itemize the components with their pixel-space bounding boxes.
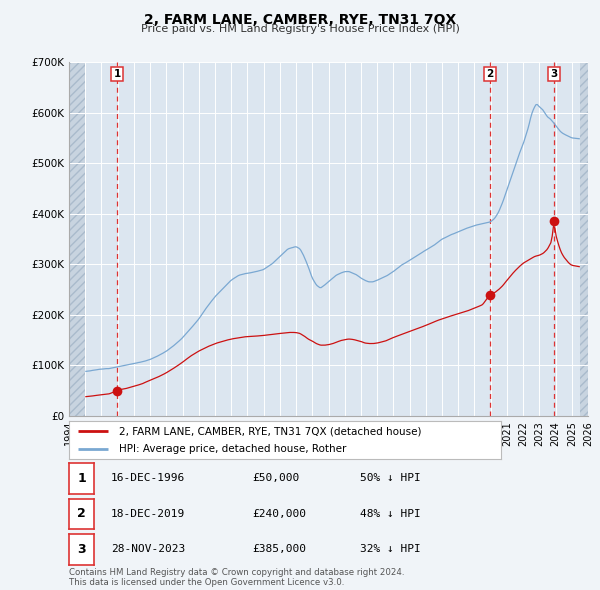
HPI: Average price, detached house, Rother: (2.02e+03, 6.16e+05): Average price, detached house, Rother: (… [534,101,541,108]
HPI: Average price, detached house, Rother: (2e+03, 1.65e+05): Average price, detached house, Rother: (… [184,329,191,336]
HPI: Average price, detached house, Rother: (2.03e+03, 5.48e+05): Average price, detached house, Rother: (… [575,135,583,142]
Text: This data is licensed under the Open Government Licence v3.0.: This data is licensed under the Open Gov… [69,578,344,587]
Text: Price paid vs. HM Land Registry's House Price Index (HPI): Price paid vs. HM Land Registry's House … [140,24,460,34]
2, FARM LANE, CAMBER, RYE, TN31 7QX (detached house) [166,367,173,374]
Text: 2: 2 [487,69,494,79]
Text: 2, FARM LANE, CAMBER, RYE, TN31 7QX (detached house): 2, FARM LANE, CAMBER, RYE, TN31 7QX (det… [119,427,421,437]
HPI: Average price, detached house, Rother: (2.02e+03, 3.58e+05): Average price, detached house, Rother: (… [447,231,454,238]
Line: HPI: Average price, detached house, Rother: HPI: Average price, detached house, Roth… [86,104,579,371]
HPI: Average price, detached house, Rother: (2.01e+03, 2.83e+05): Average price, detached house, Rother: (… [349,270,356,277]
Text: Contains HM Land Registry data © Crown copyright and database right 2024.: Contains HM Land Registry data © Crown c… [69,568,404,577]
Text: 3: 3 [550,69,558,79]
Text: 1: 1 [113,69,121,79]
Line: 2, FARM LANE, CAMBER, RYE, TN31 7QX (detached house): 2, FARM LANE, CAMBER, RYE, TN31 7QX (det… [86,226,579,396]
Text: 1: 1 [77,472,86,485]
Text: £240,000: £240,000 [252,509,306,519]
HPI: Average price, detached house, Rother: (2e+03, 1.04e+05): Average price, detached house, Rother: (… [131,360,138,367]
Text: £50,000: £50,000 [252,474,299,483]
2, FARM LANE, CAMBER, RYE, TN31 7QX (detached house) [82,393,89,400]
Text: 16-DEC-1996: 16-DEC-1996 [111,474,185,483]
Text: 2: 2 [77,507,86,520]
2, FARM LANE, CAMBER, RYE, TN31 7QX (detached house) [550,222,557,230]
Text: HPI: Average price, detached house, Rother: HPI: Average price, detached house, Roth… [119,444,346,454]
2, FARM LANE, CAMBER, RYE, TN31 7QX (detached house) [349,336,356,343]
Text: 18-DEC-2019: 18-DEC-2019 [111,509,185,519]
HPI: Average price, detached house, Rother: (2.02e+03, 3.26e+05): Average price, detached house, Rother: (… [420,248,427,255]
Text: 2, FARM LANE, CAMBER, RYE, TN31 7QX: 2, FARM LANE, CAMBER, RYE, TN31 7QX [144,13,456,27]
Text: 50% ↓ HPI: 50% ↓ HPI [360,474,421,483]
Text: 48% ↓ HPI: 48% ↓ HPI [360,509,421,519]
Text: 3: 3 [77,543,86,556]
2, FARM LANE, CAMBER, RYE, TN31 7QX (detached house) [575,263,583,270]
Text: £385,000: £385,000 [252,545,306,554]
HPI: Average price, detached house, Rother: (2e+03, 1.33e+05): Average price, detached house, Rother: (… [166,345,173,352]
HPI: Average price, detached house, Rother: (2e+03, 8.82e+04): Average price, detached house, Rother: (… [82,368,89,375]
Bar [69,62,85,416]
Text: 32% ↓ HPI: 32% ↓ HPI [360,545,421,554]
Bar [580,62,588,416]
Text: 28-NOV-2023: 28-NOV-2023 [111,545,185,554]
2, FARM LANE, CAMBER, RYE, TN31 7QX (detached house) [420,323,427,330]
2, FARM LANE, CAMBER, RYE, TN31 7QX (detached house) [447,313,454,320]
2, FARM LANE, CAMBER, RYE, TN31 7QX (detached house) [184,355,191,362]
2, FARM LANE, CAMBER, RYE, TN31 7QX (detached house) [131,383,138,390]
